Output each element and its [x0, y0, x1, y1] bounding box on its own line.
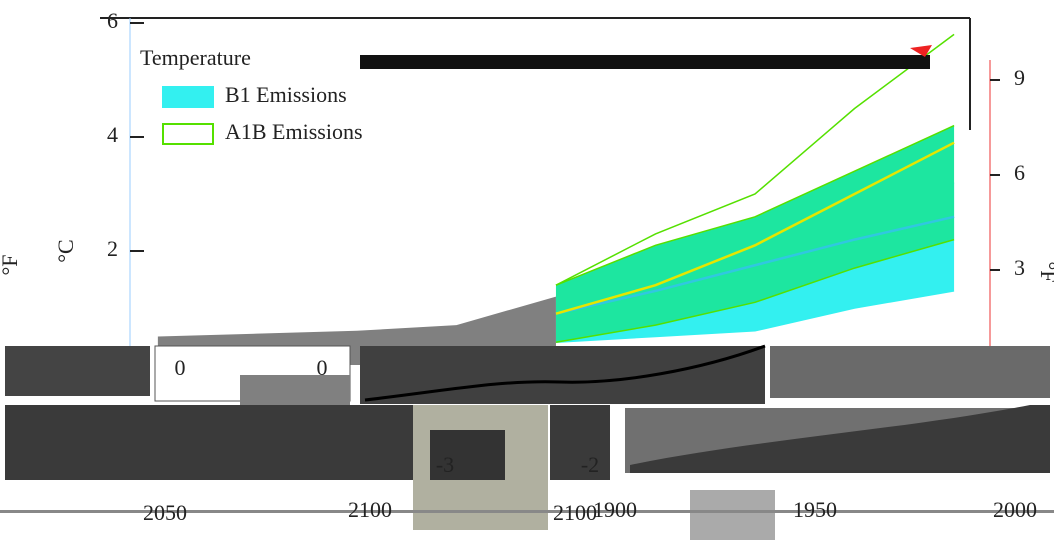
legend-label: A1B Emissions — [225, 119, 363, 144]
y-tick-label: 2 — [107, 236, 118, 261]
y-tick-label: 4 — [107, 122, 118, 147]
line — [555, 33, 955, 286]
y2-tick-label: 9 — [1014, 65, 1025, 90]
y2-axis-label: °F — [0, 254, 22, 275]
fragment-label: -2 — [581, 452, 599, 477]
line — [555, 141, 955, 315]
line — [555, 215, 955, 315]
glitch-block — [770, 346, 1050, 398]
fragment-label: 2050 — [143, 500, 187, 525]
y2-tick-label: 3 — [1014, 255, 1025, 280]
title-arrow — [910, 45, 932, 57]
y-axis-label: °C — [53, 239, 78, 262]
line — [555, 124, 955, 286]
glitch-block — [5, 346, 150, 396]
fragment-label: 2100 — [348, 497, 392, 522]
fragment-label: 0 — [317, 355, 328, 380]
glitch-block — [360, 346, 765, 404]
glitch-line — [0, 510, 1054, 513]
band — [555, 125, 955, 343]
fragment-label: 2000 — [993, 497, 1037, 522]
legend-label: B1 Emissions — [225, 82, 347, 107]
glitch-block — [5, 405, 413, 480]
glitch-block — [550, 405, 610, 480]
plot: 2 4 6 3 6 9 °C °F °F Temperature B1 Emissions A1B E… — [0, 8, 1054, 365]
fragment-label: 2100 — [553, 500, 597, 525]
glitch-line — [364, 344, 766, 402]
glitch-block — [240, 375, 350, 405]
y2-axis-label: °F — [1036, 261, 1054, 282]
y2-tick-label: 6 — [1014, 160, 1025, 185]
line — [555, 290, 955, 343]
legend-swatch — [162, 123, 214, 145]
fragment-label: 0 — [175, 355, 186, 380]
line — [555, 238, 955, 343]
glitch-overlay — [0, 344, 1054, 540]
title-bar — [360, 55, 930, 69]
glitch-block — [690, 490, 775, 540]
glitch-block — [430, 430, 505, 480]
glitch-block — [630, 405, 1050, 473]
fragment-label: 1900 — [593, 497, 637, 522]
fragment-label: 1950 — [793, 497, 837, 522]
fragment-label: -3 — [436, 452, 454, 477]
y-tick-label: 6 — [107, 8, 118, 33]
legend-swatch — [162, 86, 214, 108]
chart-title: Temperature — [140, 45, 251, 70]
